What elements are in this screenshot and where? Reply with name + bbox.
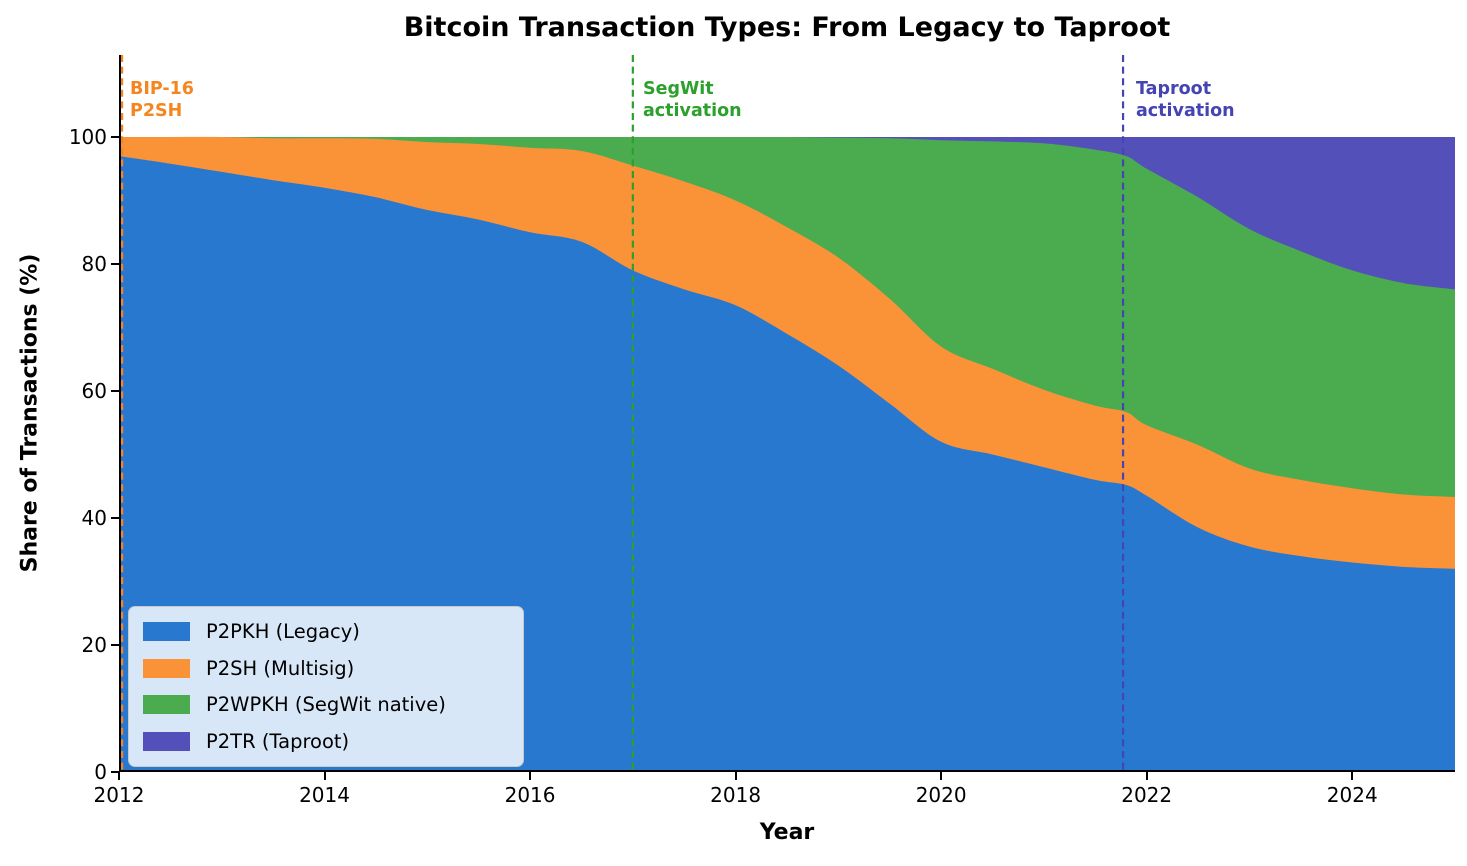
- annotation-text: activation: [643, 101, 742, 121]
- legend-swatch-p2sh: [143, 658, 190, 678]
- annotation-taproot-activation: Taproot activation: [1136, 78, 1235, 122]
- chart-title: Bitcoin Transaction Types: From Legacy t…: [403, 12, 1171, 43]
- annotation-segwit-activation: SegWit activation: [643, 78, 742, 122]
- y-tick-label-100: 100: [68, 125, 107, 149]
- annotation-bip16-p2sh: BIP-16 P2SH: [130, 78, 194, 122]
- legend-swatch-p2pkh: [143, 621, 190, 641]
- y-tick-label-80: 80: [81, 252, 107, 276]
- x-tick-label-2022: 2022: [1121, 783, 1173, 807]
- x-tick-label-2014: 2014: [299, 783, 350, 807]
- y-tick-label-40: 40: [81, 506, 107, 530]
- x-tick-mark: [1145, 772, 1148, 780]
- y-tick-mark: [111, 136, 119, 138]
- legend-label-p2pkh: P2PKH (Legacy): [206, 619, 360, 643]
- annotation-text: SegWit: [643, 79, 714, 99]
- x-tick-mark: [118, 772, 120, 780]
- legend-swatch-p2tr: [143, 732, 190, 752]
- y-tick-mark: [111, 517, 119, 519]
- x-tick-mark: [323, 772, 326, 780]
- x-tick-mark: [734, 772, 737, 780]
- legend-item-p2sh: P2SH (Multisig): [143, 657, 523, 680]
- legend: P2PKH (Legacy) P2SH (Multisig) P2WPKH (S…: [128, 606, 524, 767]
- y-tick-mark: [111, 771, 119, 773]
- x-axis-label: Year: [759, 820, 815, 845]
- legend-label-p2wpkh: P2WPKH (SegWit native): [206, 693, 446, 717]
- annotation-text: BIP-16: [130, 79, 194, 99]
- x-tick-label-2012: 2012: [93, 783, 145, 807]
- x-tick-mark: [940, 772, 943, 780]
- legend-label-p2sh: P2SH (Multisig): [206, 656, 355, 680]
- annotation-text: activation: [1136, 101, 1235, 121]
- y-tick-mark: [111, 263, 119, 265]
- annotation-text: Taproot: [1136, 79, 1212, 99]
- y-tick-label-20: 20: [81, 633, 107, 657]
- legend-item-p2wpkh: P2WPKH (SegWit native): [143, 693, 523, 716]
- legend-swatch-p2wpkh: [143, 695, 190, 715]
- y-tick-mark: [111, 390, 119, 392]
- x-tick-label-2020: 2020: [915, 783, 967, 807]
- legend-item-p2tr: P2TR (Taproot): [143, 730, 523, 753]
- y-tick-label-60: 60: [81, 379, 107, 403]
- x-tick-label-2024: 2024: [1326, 783, 1378, 807]
- legend-label-p2tr: P2TR (Taproot): [206, 730, 350, 754]
- annotation-text: P2SH: [130, 101, 183, 121]
- legend-item-p2pkh: P2PKH (Legacy): [143, 620, 523, 643]
- x-tick-label-2018: 2018: [710, 783, 762, 807]
- x-tick-mark: [529, 772, 532, 780]
- y-tick-label-0: 0: [94, 760, 107, 784]
- x-tick-mark: [1351, 772, 1354, 780]
- x-tick-label-2016: 2016: [504, 783, 556, 807]
- y-tick-mark: [111, 644, 119, 646]
